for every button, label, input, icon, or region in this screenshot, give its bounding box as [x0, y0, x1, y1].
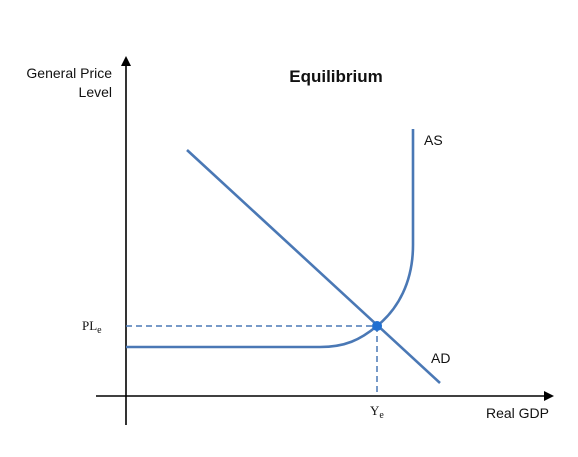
y-axis-label-line2: Level: [79, 84, 112, 100]
ad-label: AD: [431, 350, 450, 366]
output-equilibrium-label: Ye: [370, 403, 384, 421]
as-curve: [126, 129, 415, 349]
chart-title: Equilibrium: [289, 67, 383, 86]
as-label: AS: [424, 132, 443, 148]
ad-curve: [186, 149, 441, 384]
x-axis-label: Real GDP: [486, 405, 549, 421]
y-axis-label-line1: General Price: [26, 65, 112, 81]
equilibrium-point: [372, 321, 382, 331]
price-equilibrium-label: PLe: [82, 318, 102, 336]
